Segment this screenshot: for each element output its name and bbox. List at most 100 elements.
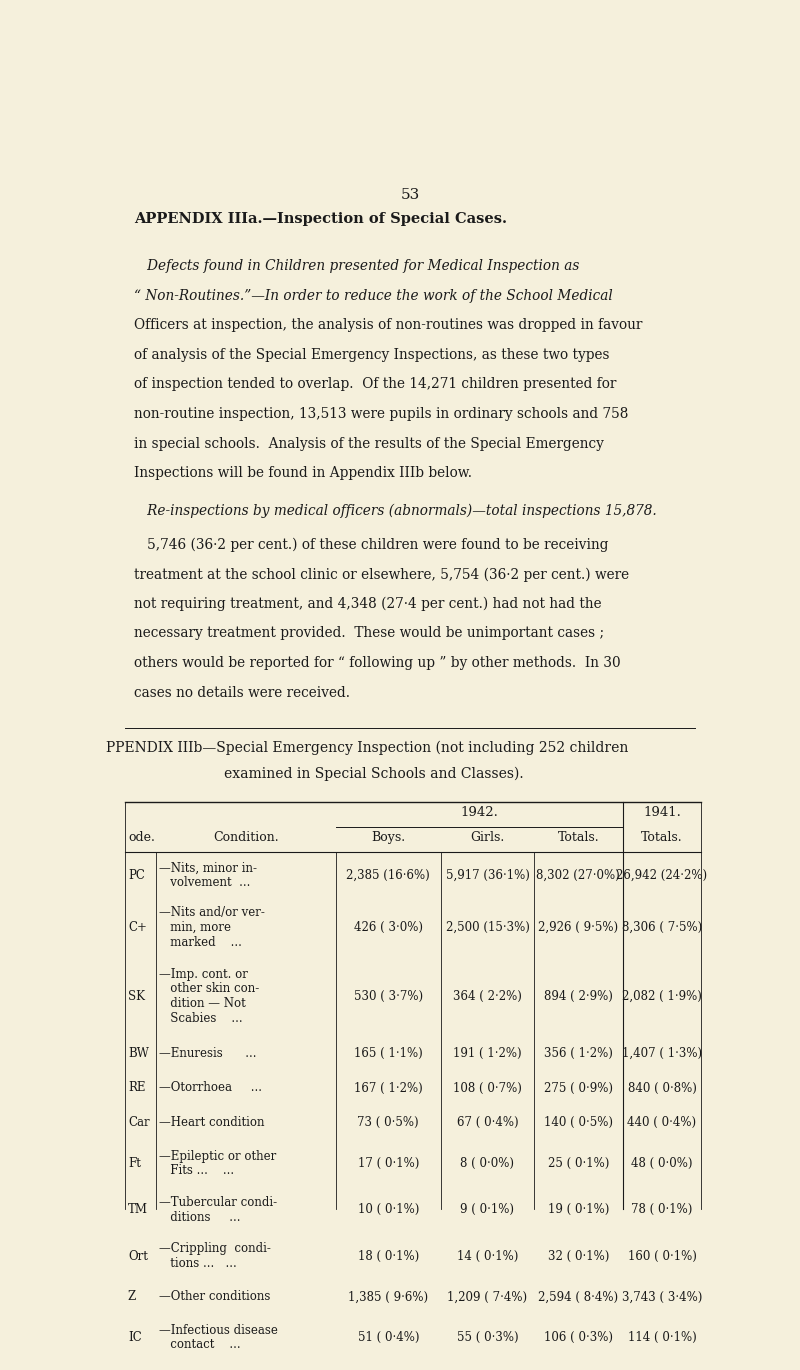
Text: 108 ( 0·7%): 108 ( 0·7%) <box>453 1081 522 1095</box>
Text: —Nits and/or ver-: —Nits and/or ver- <box>159 907 265 919</box>
Text: —Otorrhoea     ...: —Otorrhoea ... <box>159 1081 262 1095</box>
Text: Car: Car <box>128 1117 150 1129</box>
Text: —Heart condition: —Heart condition <box>159 1117 264 1129</box>
Text: Condition.: Condition. <box>213 832 278 844</box>
Text: 356 ( 1·2%): 356 ( 1·2%) <box>544 1047 613 1059</box>
Text: ditions     ...: ditions ... <box>159 1211 240 1223</box>
Text: in special schools.  Analysis of the results of the Special Emergency: in special schools. Analysis of the resu… <box>134 437 604 451</box>
Text: TM: TM <box>128 1203 148 1217</box>
Text: 530 ( 3·7%): 530 ( 3·7%) <box>354 989 423 1003</box>
Text: 19 ( 0·1%): 19 ( 0·1%) <box>548 1203 609 1217</box>
Text: BW: BW <box>128 1047 149 1059</box>
Text: 160 ( 0·1%): 160 ( 0·1%) <box>627 1249 697 1263</box>
Text: Totals.: Totals. <box>642 832 683 844</box>
Text: Totals.: Totals. <box>558 832 599 844</box>
Text: Ort: Ort <box>128 1249 148 1263</box>
Text: 840 ( 0·8%): 840 ( 0·8%) <box>627 1081 697 1095</box>
Text: Defects found in Children presented for Medical Inspection as: Defects found in Children presented for … <box>134 259 579 274</box>
Text: 10 ( 0·1%): 10 ( 0·1%) <box>358 1203 419 1217</box>
Text: 440 ( 0·4%): 440 ( 0·4%) <box>627 1117 697 1129</box>
Text: 14 ( 0·1%): 14 ( 0·1%) <box>457 1249 518 1263</box>
Text: cases no details were received.: cases no details were received. <box>134 685 350 700</box>
Text: 18 ( 0·1%): 18 ( 0·1%) <box>358 1249 419 1263</box>
Text: 2,594 ( 8·4%): 2,594 ( 8·4%) <box>538 1291 618 1303</box>
Text: Re-inspections by medical officers (abnormals)—total inspections 15,878.: Re-inspections by medical officers (abno… <box>134 504 657 518</box>
Text: 9 ( 0·1%): 9 ( 0·1%) <box>461 1203 514 1217</box>
Text: 53: 53 <box>400 188 420 201</box>
Text: 364 ( 2·2%): 364 ( 2·2%) <box>453 989 522 1003</box>
Text: non-routine inspection, 13,513 were pupils in ordinary schools and 758: non-routine inspection, 13,513 were pupi… <box>134 407 629 421</box>
Text: 67 ( 0·4%): 67 ( 0·4%) <box>457 1117 518 1129</box>
Text: 25 ( 0·1%): 25 ( 0·1%) <box>548 1156 609 1170</box>
Text: 5,917 (36·1%): 5,917 (36·1%) <box>446 869 530 882</box>
Text: 2,500 (15·3%): 2,500 (15·3%) <box>446 921 530 934</box>
Text: Officers at inspection, the analysis of non-routines was dropped in favour: Officers at inspection, the analysis of … <box>134 318 642 333</box>
Text: 1,385 ( 9·6%): 1,385 ( 9·6%) <box>348 1291 428 1303</box>
Text: Z: Z <box>128 1291 136 1303</box>
Text: “ Non-Routines.”—In order to reduce the work of the School Medical: “ Non-Routines.”—In order to reduce the … <box>134 289 613 303</box>
Text: Fits ...    ...: Fits ... ... <box>159 1164 234 1177</box>
Text: 2,926 ( 9·5%): 2,926 ( 9·5%) <box>538 921 618 934</box>
Text: 167 ( 1·2%): 167 ( 1·2%) <box>354 1081 422 1095</box>
Text: PPENDIX IIIb—Special Emergency Inspection (not including 252 children: PPENDIX IIIb—Special Emergency Inspectio… <box>106 740 629 755</box>
Text: 426 ( 3·0%): 426 ( 3·0%) <box>354 921 422 934</box>
Text: tions ...   ...: tions ... ... <box>159 1258 237 1270</box>
Text: 106 ( 0·3%): 106 ( 0·3%) <box>544 1330 613 1344</box>
Text: 191 ( 1·2%): 191 ( 1·2%) <box>453 1047 522 1059</box>
Text: 51 ( 0·4%): 51 ( 0·4%) <box>358 1330 419 1344</box>
Text: 275 ( 0·9%): 275 ( 0·9%) <box>544 1081 613 1095</box>
Text: Scabies    ...: Scabies ... <box>159 1012 242 1025</box>
Text: 1,209 ( 7·4%): 1,209 ( 7·4%) <box>447 1291 527 1303</box>
Text: 1941.: 1941. <box>643 806 681 819</box>
Text: ode.: ode. <box>128 832 154 844</box>
Text: Girls.: Girls. <box>470 832 505 844</box>
Text: marked    ...: marked ... <box>159 936 242 949</box>
Text: 165 ( 1·1%): 165 ( 1·1%) <box>354 1047 422 1059</box>
Text: min, more: min, more <box>159 921 231 934</box>
Text: PC: PC <box>128 869 145 882</box>
Text: examined in Special Schools and Classes).: examined in Special Schools and Classes)… <box>224 767 524 781</box>
Text: of inspection tended to overlap.  Of the 14,271 children presented for: of inspection tended to overlap. Of the … <box>134 378 617 392</box>
Text: volvement  ...: volvement ... <box>159 877 250 889</box>
Text: —Crippling  condi-: —Crippling condi- <box>159 1243 270 1255</box>
Text: necessary treatment provided.  These would be unimportant cases ;: necessary treatment provided. These woul… <box>134 626 604 640</box>
Text: IC: IC <box>128 1330 142 1344</box>
Text: 2,082 ( 1·9%): 2,082 ( 1·9%) <box>622 989 702 1003</box>
Text: Inspections will be found in Appendix IIIb below.: Inspections will be found in Appendix II… <box>134 466 472 479</box>
Text: 48 ( 0·0%): 48 ( 0·0%) <box>631 1156 693 1170</box>
Text: 78 ( 0·1%): 78 ( 0·1%) <box>631 1203 693 1217</box>
Text: 140 ( 0·5%): 140 ( 0·5%) <box>544 1117 613 1129</box>
Text: 3,743 ( 3·4%): 3,743 ( 3·4%) <box>622 1291 702 1303</box>
Text: 894 ( 2·9%): 894 ( 2·9%) <box>544 989 613 1003</box>
Text: SK: SK <box>128 989 145 1003</box>
Text: other skin con-: other skin con- <box>159 982 259 995</box>
Text: 2,385 (16·6%): 2,385 (16·6%) <box>346 869 430 882</box>
Text: treatment at the school clinic or elsewhere, 5,754 (36·2 per cent.) were: treatment at the school clinic or elsewh… <box>134 567 630 582</box>
Text: others would be reported for “ following up ” by other methods.  In 30: others would be reported for “ following… <box>134 656 621 670</box>
Text: —Nits, minor in-: —Nits, minor in- <box>159 862 257 874</box>
Text: 73 ( 0·5%): 73 ( 0·5%) <box>358 1117 419 1129</box>
Text: of analysis of the Special Emergency Inspections, as these two types: of analysis of the Special Emergency Ins… <box>134 348 610 362</box>
Text: 8,306 ( 7·5%): 8,306 ( 7·5%) <box>622 921 702 934</box>
Text: dition — Not: dition — Not <box>159 997 246 1010</box>
Text: 8,302 (27·0%): 8,302 (27·0%) <box>537 869 620 882</box>
Text: 55 ( 0·3%): 55 ( 0·3%) <box>457 1330 518 1344</box>
Text: Ft: Ft <box>128 1156 141 1170</box>
Text: —Enuresis      ...: —Enuresis ... <box>159 1047 256 1059</box>
Text: C+: C+ <box>128 921 146 934</box>
Text: contact    ...: contact ... <box>159 1338 241 1351</box>
Text: Boys.: Boys. <box>371 832 406 844</box>
Text: 1942.: 1942. <box>460 806 498 819</box>
Text: APPENDIX IIIa.—Inspection of Special Cases.: APPENDIX IIIa.—Inspection of Special Cas… <box>134 212 507 226</box>
Text: 114 ( 0·1%): 114 ( 0·1%) <box>628 1330 697 1344</box>
Text: —Tubercular condi-: —Tubercular condi- <box>159 1196 277 1208</box>
Text: —Other conditions: —Other conditions <box>159 1291 270 1303</box>
Text: —Infectious disease: —Infectious disease <box>159 1323 278 1337</box>
Text: not requiring treatment, and 4,348 (27·4 per cent.) had not had the: not requiring treatment, and 4,348 (27·4… <box>134 597 602 611</box>
Text: —Imp. cont. or: —Imp. cont. or <box>159 967 248 981</box>
Text: 32 ( 0·1%): 32 ( 0·1%) <box>548 1249 609 1263</box>
Text: —Epileptic or other: —Epileptic or other <box>159 1149 276 1163</box>
Text: 26,942 (24·2%): 26,942 (24·2%) <box>617 869 707 882</box>
Text: 5,746 (36·2 per cent.) of these children were found to be receiving: 5,746 (36·2 per cent.) of these children… <box>134 538 609 552</box>
Text: 8 ( 0·0%): 8 ( 0·0%) <box>461 1156 514 1170</box>
